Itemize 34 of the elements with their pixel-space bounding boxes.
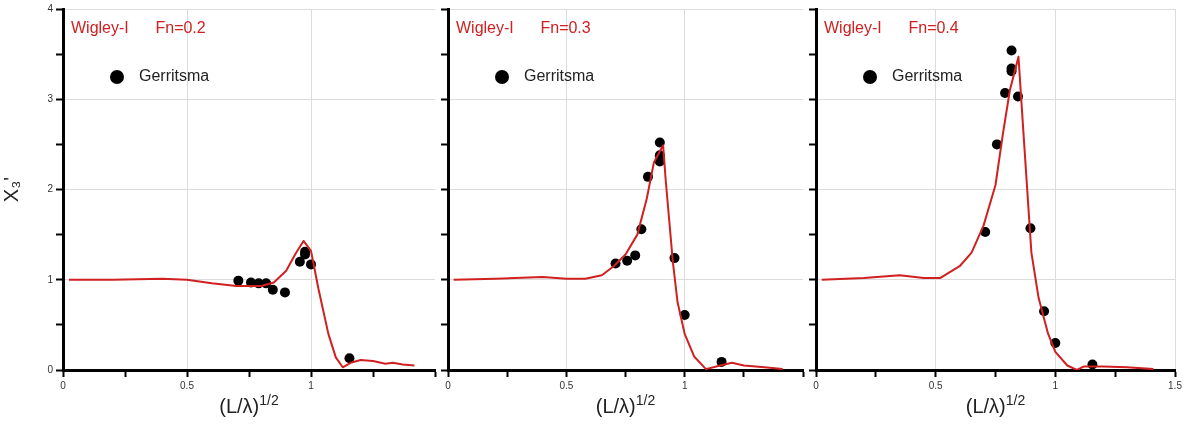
x-tick-label: 0 [813,379,820,391]
legend-title: Wigley-I Fn=0.2 [71,19,206,37]
x-tick-label: 1.5 [1168,379,1183,391]
point [294,256,305,267]
point [267,284,278,295]
legend-label: Gerritsma [524,67,595,85]
y-tick-label: 1 [47,273,54,285]
y-tick-label: 3 [47,93,54,104]
x-tick-label: 1 [308,379,315,391]
x-tick-label: 0.5 [928,379,944,391]
point [344,353,355,364]
point [233,275,244,286]
x-tick-label: 0.5 [559,379,574,391]
legend-label: Gerritsma [892,67,963,85]
point [630,250,641,261]
y-tick-label: 2 [47,183,54,195]
legend-title: Wigley-I Fn=0.4 [824,19,959,37]
x-tick-label: 1 [1052,379,1059,391]
x-axis-title: (L/λ)$^{1/2}$ [218,392,280,418]
x-tick-label: 1 [681,379,688,391]
y-tick-label: 4 [47,2,54,14]
y-axis-title: X₃' [0,176,22,203]
point [622,255,633,266]
x-tick-label: 0.5 [180,379,195,391]
x-axis-title: (L/λ)$^{1/2}$ [964,392,1027,418]
x-tick-label: 0 [60,379,67,391]
y-tick-label: 0 [47,363,54,375]
legend-label: Gerritsma [139,67,210,85]
legend-title: Wigley-I Fn=0.3 [456,19,591,37]
point [279,287,290,298]
x-axis-title: (L/λ)$^{1/2}$ [594,392,657,418]
x-tick-label: 0 [445,379,452,391]
point [1006,45,1017,56]
point [654,137,665,148]
